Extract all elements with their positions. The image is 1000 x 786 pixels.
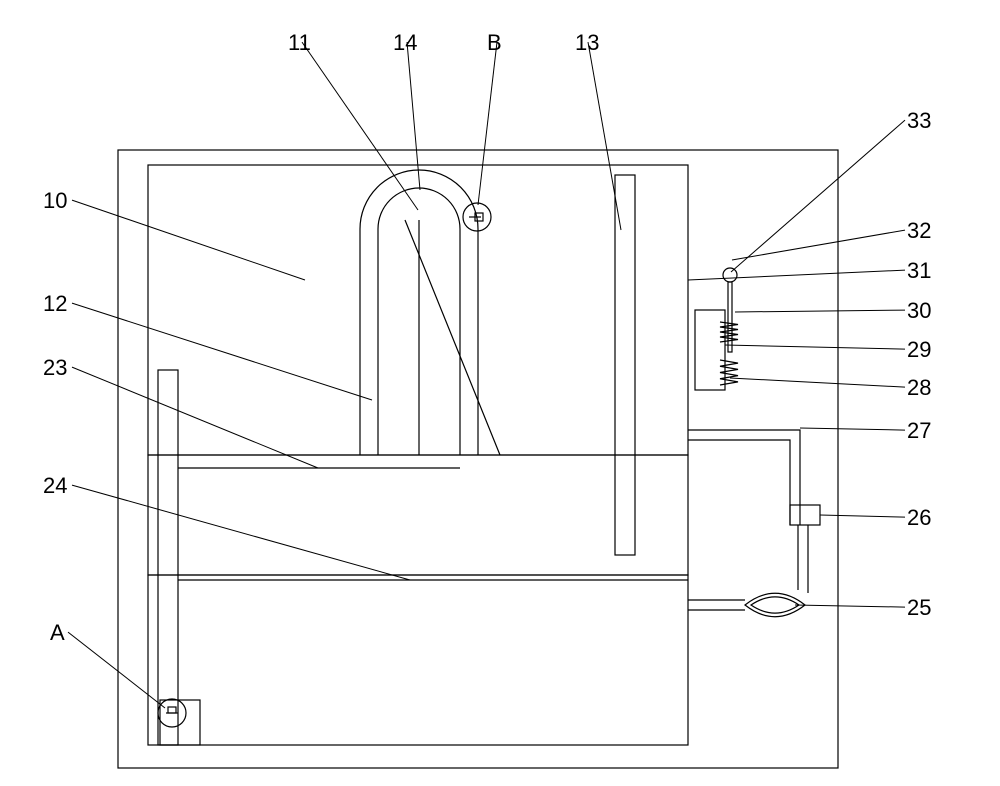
leader-24 bbox=[72, 485, 410, 580]
leader-14 bbox=[407, 42, 420, 190]
leader-10 bbox=[72, 200, 305, 280]
label-A: A bbox=[50, 620, 65, 646]
label-11: 11 bbox=[288, 30, 311, 56]
label-33: 33 bbox=[907, 108, 931, 134]
leader-25 bbox=[795, 605, 905, 607]
assembly-ball bbox=[723, 268, 737, 282]
label-28: 28 bbox=[907, 375, 931, 401]
leader-33 bbox=[731, 120, 905, 272]
leader-27 bbox=[800, 428, 905, 430]
leader-26 bbox=[820, 515, 905, 517]
label-14: 14 bbox=[393, 30, 417, 56]
spring-bottom bbox=[720, 360, 738, 385]
label-13: 13 bbox=[575, 30, 599, 56]
label-32: 32 bbox=[907, 218, 931, 244]
pump-inner bbox=[751, 597, 799, 613]
inner-top-rect bbox=[148, 165, 688, 455]
label-30: 30 bbox=[907, 298, 931, 324]
label-25: 25 bbox=[907, 595, 931, 621]
pipe-27-lower bbox=[688, 440, 790, 525]
leader-29 bbox=[725, 345, 905, 349]
leader-11 bbox=[302, 42, 418, 210]
leader-23 bbox=[72, 367, 318, 468]
technical-diagram: 10 11 12 13 14 23 24 25 26 27 28 29 30 31 32 33 A B bbox=[0, 0, 1000, 786]
valve bbox=[790, 505, 820, 525]
leader-28 bbox=[730, 378, 905, 387]
leader-30 bbox=[735, 310, 905, 312]
label-27: 27 bbox=[907, 418, 931, 444]
spring-top bbox=[720, 322, 738, 342]
right-vertical-channel bbox=[615, 175, 635, 555]
label-12: 12 bbox=[43, 291, 67, 317]
label-24: 24 bbox=[43, 473, 67, 499]
assembly-rod bbox=[728, 282, 732, 352]
diagram-svg bbox=[0, 0, 1000, 786]
label-31: 31 bbox=[907, 258, 931, 284]
label-B: B bbox=[487, 30, 502, 56]
leader-32 bbox=[732, 230, 905, 260]
leader-31 bbox=[688, 270, 905, 280]
label-29: 29 bbox=[907, 337, 931, 363]
leader-B bbox=[478, 42, 497, 205]
label-26: 26 bbox=[907, 505, 931, 531]
label-10: 10 bbox=[43, 188, 67, 214]
leader-13 bbox=[588, 42, 621, 230]
detail-a-mark-rect bbox=[168, 707, 176, 713]
label-23: 23 bbox=[43, 355, 67, 381]
inner-bottom-rect bbox=[148, 575, 688, 745]
leader-A bbox=[68, 632, 165, 708]
left-vertical-channel bbox=[158, 370, 178, 745]
detail-a-box bbox=[160, 700, 200, 745]
pipe-27-upper bbox=[688, 430, 800, 525]
inner-mid-rect bbox=[148, 455, 688, 575]
